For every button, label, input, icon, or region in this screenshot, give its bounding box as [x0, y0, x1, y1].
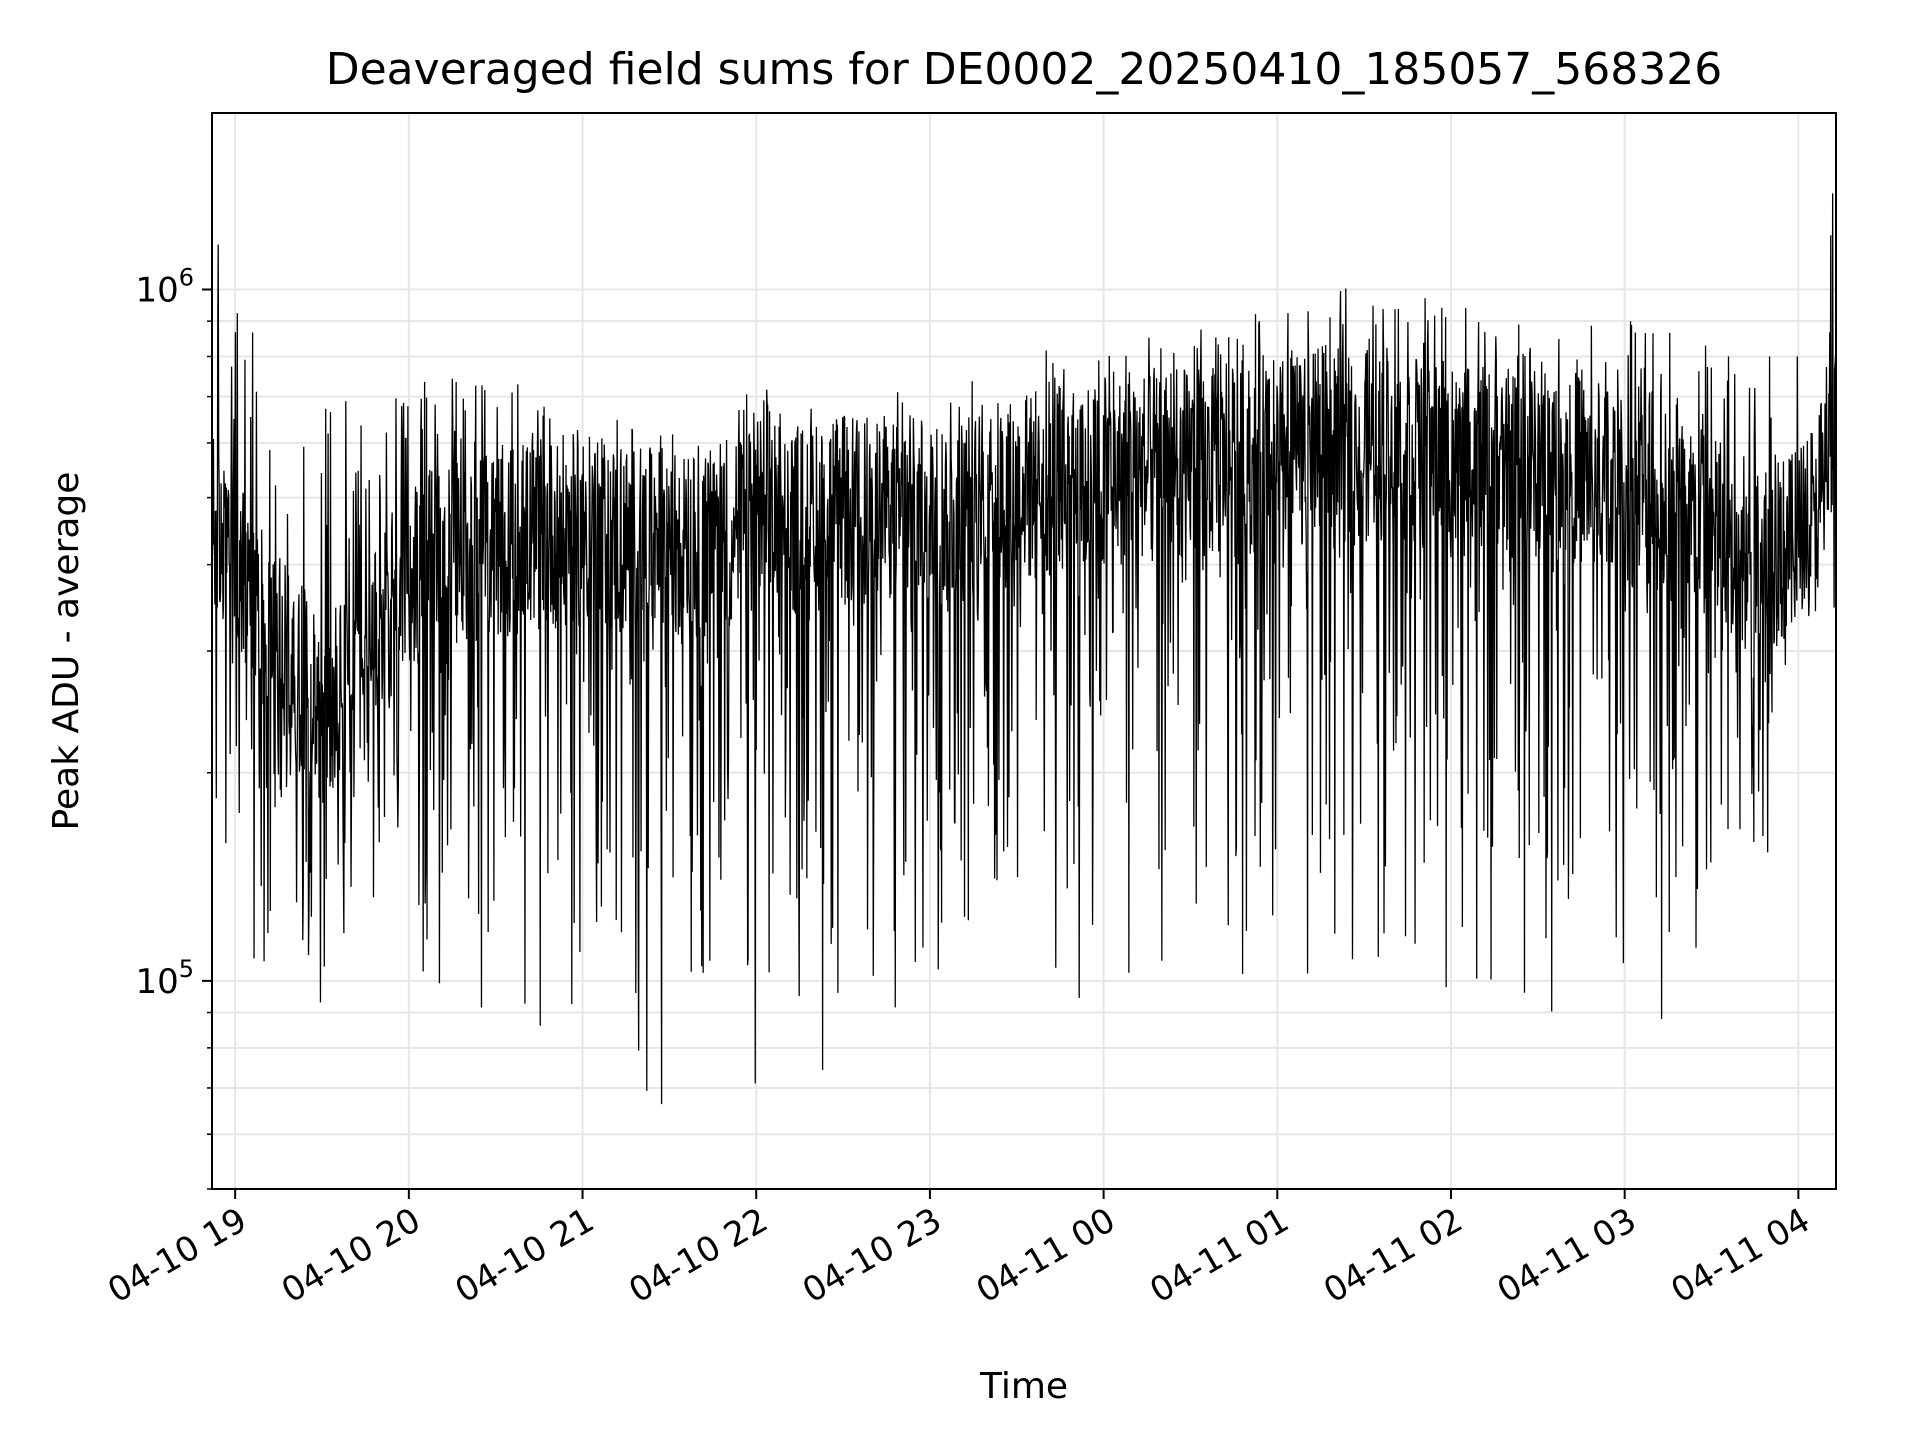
x-tick-label: 04-11 03: [1491, 1200, 1643, 1311]
y-tick-label: 105: [135, 955, 194, 1002]
series-layer: [211, 193, 1837, 1105]
chart-title: Deaveraged field sums for DE0002_2025041…: [326, 44, 1723, 95]
x-tick-label: 04-10 20: [275, 1200, 427, 1311]
x-tick-label: 04-11 04: [1664, 1200, 1816, 1311]
x-tick-label: 04-11 02: [1317, 1200, 1469, 1311]
series-line: [211, 193, 1837, 1105]
x-tick-label: 04-11 01: [1143, 1200, 1295, 1311]
grid-lines: [212, 113, 1836, 1190]
x-tick-label: 04-10 19: [101, 1200, 253, 1311]
y-axis-label: Peak ADU - average: [46, 472, 87, 831]
x-tick-label: 04-10 21: [449, 1200, 601, 1311]
x-tick-label: 04-10 22: [622, 1200, 774, 1311]
x-axis-label: Time: [979, 1366, 1068, 1407]
x-tick-label: 04-10 23: [796, 1200, 948, 1311]
x-tick-label: 04-11 00: [970, 1200, 1122, 1311]
y-tick-label: 106: [135, 263, 194, 310]
